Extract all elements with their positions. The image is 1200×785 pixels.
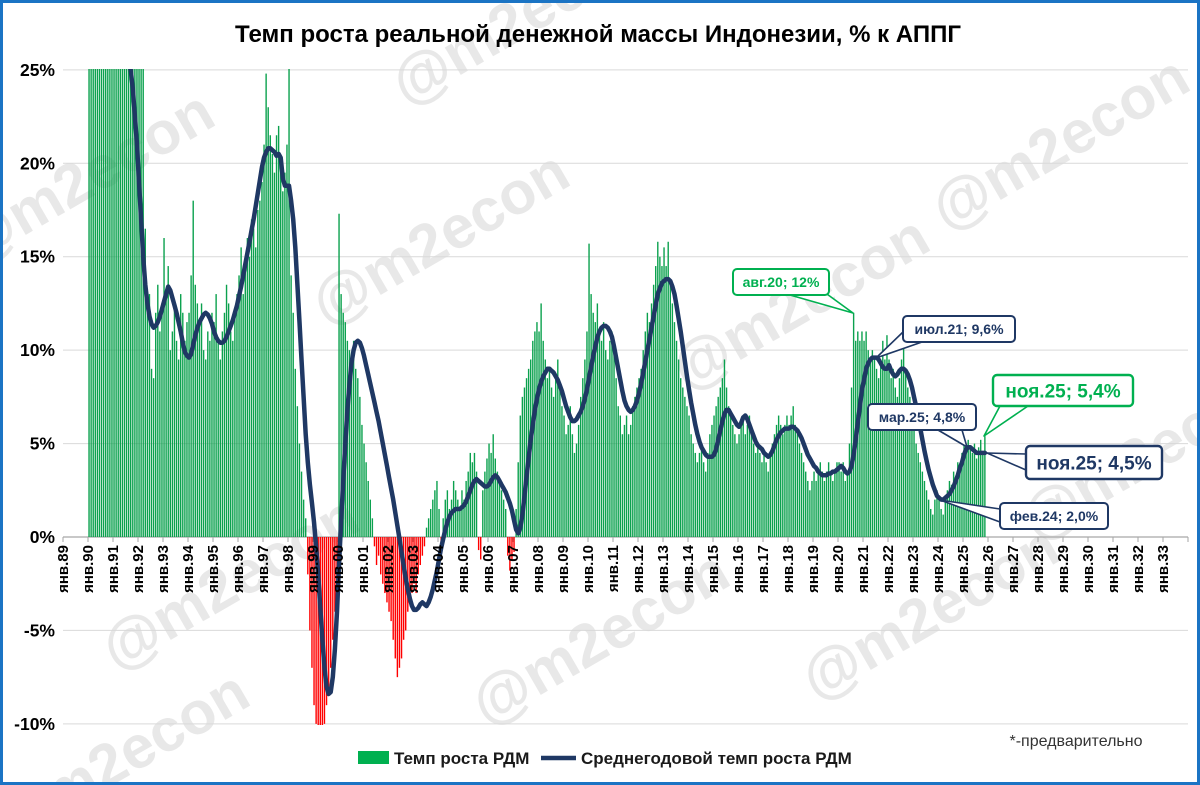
- x-tick-label: янв.91: [105, 545, 122, 593]
- x-tick-label: янв.90: [80, 545, 97, 593]
- callout-leader: [937, 429, 968, 448]
- x-tick-label: янв.07: [505, 545, 522, 593]
- y-tick-label: 25%: [20, 60, 55, 80]
- y-tick-label: 0%: [30, 527, 56, 547]
- x-tick-label: янв.12: [630, 545, 647, 593]
- callout-box: [991, 373, 1135, 408]
- x-tick-label: янв.94: [180, 544, 197, 593]
- callout-text: июл.21; 9,6%: [914, 321, 1004, 337]
- y-tick-label: 10%: [20, 340, 55, 360]
- x-tick-label: янв.24: [930, 544, 947, 593]
- bars-series: [88, 69, 986, 725]
- watermark-text: @m2econ: [379, 0, 660, 118]
- x-tick-label: янв.29: [1055, 545, 1072, 593]
- legend-item-bars: Темп роста РДМ: [358, 749, 529, 768]
- callout: фев.24; 2,0%: [939, 499, 1109, 530]
- x-tick-label: янв.33: [1155, 545, 1172, 593]
- footnote: *-предварительно: [1010, 733, 1143, 750]
- x-tick-label: янв.01: [355, 545, 372, 593]
- y-tick-label: 5%: [30, 434, 56, 454]
- x-tick-label: янв.22: [880, 545, 897, 593]
- y-axis: 25% 20% 15% 10% 5% 0% -5% -10%: [14, 60, 55, 734]
- x-tick-label: янв.09: [555, 545, 572, 593]
- callout-box: [732, 268, 830, 296]
- legend-line-label: Среднегодовой темп роста РДМ: [581, 749, 852, 768]
- x-tick-label: янв.16: [730, 545, 747, 593]
- legend-bar-label: Темп роста РДМ: [394, 749, 529, 768]
- y-tick-label: 15%: [20, 247, 55, 267]
- x-tick-label: янв.28: [1030, 545, 1047, 593]
- callout-text: ноя.25; 5,4%: [1005, 381, 1120, 402]
- x-tick-label: янв.23: [905, 545, 922, 593]
- callout: ноя.25; 4,5%: [986, 444, 1164, 481]
- callout-box: [902, 315, 1016, 343]
- legend-bar-swatch: [358, 751, 389, 764]
- x-tick-label: янв.05: [455, 545, 472, 593]
- x-tick-label: янв.03: [405, 545, 422, 593]
- x-tick-label: янв.95: [205, 545, 222, 593]
- x-tick-label: янв.21: [855, 545, 872, 593]
- x-tick-label: янв.32: [1130, 545, 1147, 593]
- x-tick-label: янв.02: [380, 545, 397, 593]
- callout: июл.21; 9,6%: [875, 315, 1016, 359]
- legend-item-line: Среднегодовой темп роста РДМ: [541, 749, 852, 768]
- watermark-text: @m2econ: [789, 512, 1070, 713]
- y-tick-label: -10%: [14, 714, 55, 734]
- x-tick-label: янв.18: [780, 545, 797, 593]
- x-tick-label: янв.99: [305, 545, 322, 593]
- x-tick-label: янв.92: [130, 545, 147, 593]
- legend: Темп роста РДМ Среднегодовой темп роста …: [358, 749, 852, 768]
- annotations-layer: авг.20; 12% июл.21; 9,6% ноя.25; 5,4% ноя.2…: [732, 268, 1164, 530]
- x-tick-label: янв.14: [680, 544, 697, 593]
- callout-text: ноя.25; 4,5%: [1036, 453, 1151, 474]
- line-series: [128, 69, 988, 697]
- callout-text: авг.20; 12%: [743, 274, 820, 290]
- y-tick-label: -5%: [24, 620, 56, 640]
- x-tick-label: янв.13: [655, 545, 672, 593]
- callout: авг.20; 12%: [732, 268, 854, 314]
- x-tick-label: янв.15: [705, 545, 722, 593]
- x-tick-label: янв.93: [155, 545, 172, 593]
- x-tick-label: янв.19: [805, 545, 822, 593]
- gridlines: [62, 69, 1189, 725]
- x-tick-label: янв.30: [1080, 545, 1097, 593]
- x-tick-label: янв.08: [530, 545, 547, 593]
- x-tick-label: янв.97: [255, 545, 272, 593]
- callout: ноя.25; 5,4%: [983, 373, 1135, 437]
- x-tick-label: янв.31: [1105, 545, 1122, 593]
- x-tick-label: янв.27: [1005, 545, 1022, 593]
- x-tick-label: янв.04: [430, 544, 447, 593]
- y-tick-label: 20%: [20, 153, 55, 173]
- x-tick-label: янв.10: [580, 545, 597, 593]
- watermark-text: @m2econ: [459, 537, 740, 738]
- watermark-text: @m2econ: [919, 42, 1200, 243]
- x-tick-label: янв.17: [755, 545, 772, 593]
- callout: мар.25; 4,8%: [867, 403, 977, 448]
- x-tick-label: янв.11: [605, 545, 622, 592]
- callout-text: фев.24; 2,0%: [1010, 508, 1099, 524]
- callout-text: мар.25; 4,8%: [879, 409, 966, 425]
- x-axis: янв.89 янв.90 янв.91 янв.92 янв.93 янв.94 янв.…: [55, 544, 1172, 593]
- callout-box: [867, 403, 977, 431]
- x-tick-label: янв.06: [480, 545, 497, 593]
- x-tick-label: янв.20: [830, 545, 847, 593]
- x-tick-label: янв.96: [230, 545, 247, 593]
- x-tick-label: янв.89: [55, 545, 72, 593]
- callout-box: [999, 502, 1109, 530]
- x-tick-label: янв.26: [980, 545, 997, 593]
- x-tick-label: янв.25: [955, 545, 972, 593]
- callout-box: [1024, 444, 1164, 481]
- callout-leader: [983, 405, 1029, 437]
- x-tick-label: янв.98: [280, 545, 297, 593]
- x-tick-label: янв.00: [330, 545, 347, 593]
- page-title: Темп роста реальной денежной массы Индон…: [235, 21, 961, 48]
- callout-leader: [986, 452, 1027, 471]
